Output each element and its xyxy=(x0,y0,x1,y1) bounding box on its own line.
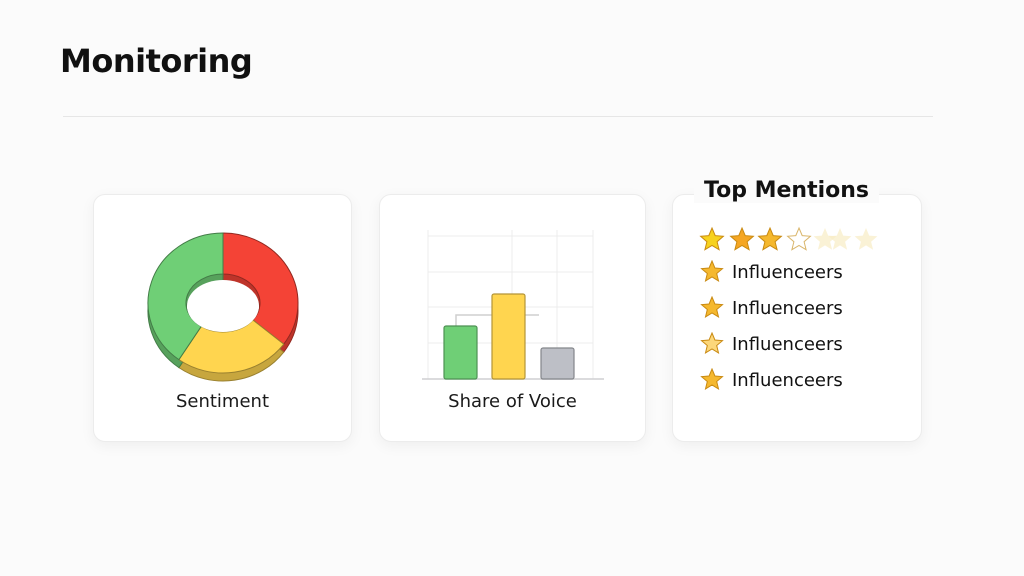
donut-hole xyxy=(187,280,259,332)
divider xyxy=(63,116,933,117)
mention-item[interactable]: Influenceers xyxy=(700,332,843,356)
rating-stars xyxy=(699,226,878,251)
bar xyxy=(443,325,478,380)
mention-item[interactable]: Influenceers xyxy=(700,296,843,320)
star-icon xyxy=(700,368,724,390)
mention-item[interactable]: Influenceers xyxy=(700,368,843,392)
donut-slice xyxy=(147,232,224,361)
share-of-voice-label: Share of Voice xyxy=(448,391,577,412)
mention-item[interactable]: Influenceers xyxy=(700,260,843,284)
mention-label: Influenceers xyxy=(732,333,843,355)
donut-slice xyxy=(222,232,299,345)
star-icon xyxy=(854,228,878,250)
mention-label: Influenceers xyxy=(732,369,843,391)
star-icon xyxy=(700,296,724,318)
star-icon xyxy=(757,226,783,251)
star-icon xyxy=(699,226,725,251)
mention-label: Influenceers xyxy=(732,261,843,283)
sentiment-label: Sentiment xyxy=(175,391,270,412)
star-icon xyxy=(729,226,755,251)
top-mentions-title: Top Mentions xyxy=(694,178,880,203)
star-icon xyxy=(786,226,812,251)
star-icon xyxy=(700,260,724,282)
star-icon xyxy=(813,228,837,250)
bar xyxy=(491,293,526,380)
star-icon xyxy=(700,332,724,354)
page-title: Monitoring xyxy=(60,42,253,80)
star-icon xyxy=(828,228,852,250)
mention-label: Influenceers xyxy=(732,297,843,319)
bar xyxy=(540,347,575,380)
